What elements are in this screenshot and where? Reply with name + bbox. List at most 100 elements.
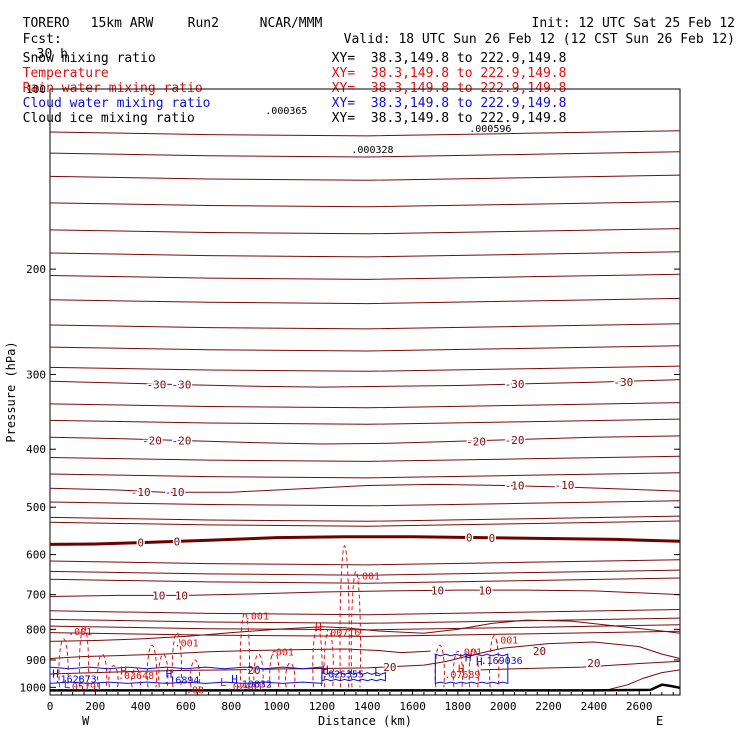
rain-contour [189, 659, 201, 688]
contour-value-label: .00 [186, 686, 204, 697]
isotherm-line [49, 630, 681, 637]
zero-isotherm-line [49, 535, 681, 546]
isotherm-line [480, 660, 681, 671]
isotherm-label: 10 [478, 585, 491, 598]
extremum-marker: L [374, 666, 381, 679]
legend-xy: XY= 38.3,149.8 to 222.9,149.8 [331, 111, 567, 126]
x-tick-label: 0 [47, 700, 54, 713]
isotherm-line [49, 472, 681, 479]
annotation-layer: .000365 .000328 .000596 .001 .001 .001 .001 .00… [52, 106, 522, 697]
header-resolution: 15km ARW [75, 1, 154, 31]
isotherm-line [49, 273, 681, 280]
y-tick-label: 700 [26, 589, 46, 602]
contour-value-label: .03648 [118, 671, 154, 682]
isotherm-label: -10 [554, 479, 574, 492]
x-tick-label: 800 [221, 700, 241, 713]
run-label: Run2 [187, 16, 219, 31]
extremum-marker: H [166, 667, 173, 680]
rain-contour [312, 625, 323, 688]
isotherm-line [49, 402, 681, 409]
contour-value-label: .001 [245, 611, 269, 622]
header-valid: Valid: 18 UTC Sun 26 Feb 12 (12 CST Sun … [328, 17, 735, 47]
x-tick-label: 400 [131, 700, 151, 713]
x-tick-label: 1000 [263, 700, 290, 713]
extremum-marker: H [458, 663, 465, 676]
isotherm-line [49, 455, 681, 462]
y-tick-label: 200 [26, 263, 46, 276]
isotherm-line [49, 201, 681, 208]
isotherm-line [49, 617, 681, 624]
extremum-marker: H [315, 621, 322, 634]
contour-value-label: .001 [175, 639, 199, 650]
extremum-marker: H [322, 663, 329, 676]
isotherm-label: -10 [131, 486, 151, 499]
isotherm-line [49, 174, 681, 181]
isotherm-label: 20 [383, 661, 396, 674]
extremum-marker: H [231, 673, 238, 686]
x-tick-label: 1800 [445, 700, 472, 713]
fcst-label: Fcst: [22, 32, 62, 47]
isotherm-line [49, 559, 681, 566]
rain-contour [350, 570, 362, 688]
isotherm-label: -20 [172, 435, 192, 448]
rain-contour [468, 647, 479, 688]
contour-value-label: .001 [494, 636, 518, 647]
x-tick-label: 2000 [490, 700, 517, 713]
contour-value-label: .000365 [265, 106, 307, 117]
isotherm-label: -20 [466, 435, 486, 448]
contour-value-label: .000328 [351, 145, 393, 156]
contour-value-label: .001 [356, 571, 380, 582]
isotherm-line [49, 435, 681, 445]
init-time: Init: 12 UTC Sat 25 Feb 12 [531, 16, 736, 31]
model-name: TORERO [22, 16, 70, 31]
legend-name: Snow mixing ratio [22, 51, 156, 66]
contour-layer: -30 -30 -30 -30 -20 -20 -20 -20 -10 -10 -10 -10 0 0 0 0… [49, 130, 681, 692]
rain-contour [269, 650, 280, 688]
y-axis-label: Pressure (hPa) [4, 341, 18, 442]
y-tick-label: 800 [26, 623, 46, 636]
isotherm-label: 10 [152, 589, 165, 602]
isotherm-label: -30 [172, 379, 192, 392]
isotherm-label: -10 [165, 486, 185, 499]
legend-xy: XY= 38.3,149.8 to 222.9,149.8 [331, 96, 567, 111]
contour-value-label: .162873 [55, 675, 97, 686]
header-fcst: Fcst: 30 h [7, 17, 68, 62]
isotherm-line [49, 577, 681, 584]
x-tick-label: 2600 [626, 700, 653, 713]
rain-contour [285, 662, 296, 688]
isotherm-line [49, 569, 681, 576]
contour-value-label: .001 [458, 648, 482, 659]
isotherm-line [49, 379, 681, 388]
y-tick-label: 500 [26, 501, 46, 514]
header-init: Init: 12 UTC Sat 25 Feb 12 [516, 1, 736, 31]
rain-contour [339, 545, 350, 688]
y-tick-label: 400 [26, 443, 46, 456]
isotherm-line [49, 515, 681, 522]
contour-value-label: .169036 [481, 656, 523, 667]
isotherm-label: 20 [533, 645, 546, 658]
isotherm-line [49, 500, 681, 507]
y-tick-label: 300 [26, 368, 46, 381]
x-tick-label: 200 [85, 700, 105, 713]
extremum-marker: H [465, 651, 472, 664]
isotherm-label: -30 [147, 379, 167, 392]
x-axis-label: Distance (km) [318, 714, 412, 728]
y-tick-label: 600 [26, 549, 46, 562]
contour-value-label: .001 [68, 627, 92, 638]
rain-contour [171, 632, 183, 688]
y-tick-label: 100 [26, 83, 46, 96]
isotherm-label: 10 [431, 585, 444, 598]
legend-xy: XY= 38.3,149.8 to 222.9,149.8 [331, 66, 567, 81]
contour-value-label: .00716 [324, 628, 360, 639]
legend-name: Temperature [22, 66, 109, 81]
extremum-marker: L [64, 678, 71, 691]
isotherm-label: -20 [505, 434, 525, 447]
isotherm-line [49, 228, 681, 235]
rain-contour [108, 665, 119, 688]
legend-name: Cloud ice mixing ratio [22, 111, 195, 126]
extremum-marker: H [120, 665, 127, 678]
isotherm-line [49, 609, 681, 616]
valid-time: Valid: 18 UTC Sun 26 Feb 12 (12 CST Sun … [343, 32, 735, 47]
isotherm-label: -20 [142, 435, 162, 448]
contour-value-label: .07689 [444, 670, 480, 681]
